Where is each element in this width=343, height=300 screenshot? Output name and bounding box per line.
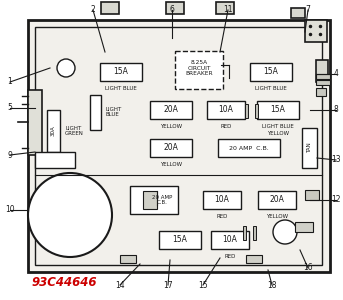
Circle shape [28, 173, 112, 257]
Text: LIGHT BLUE: LIGHT BLUE [262, 124, 294, 129]
Bar [305, 20, 327, 42]
Bar [257, 101, 299, 119]
Text: 10A: 10A [218, 106, 234, 115]
Text: 20A: 20A [164, 143, 178, 152]
Text: RED: RED [216, 214, 228, 219]
Bar [291, 8, 305, 18]
Circle shape [57, 59, 75, 77]
Bar [218, 139, 280, 157]
Text: YELLOW: YELLOW [267, 131, 289, 136]
Text: 20A: 20A [164, 106, 178, 115]
Bar [28, 20, 330, 272]
Text: RED: RED [224, 254, 236, 259]
Bar [207, 101, 245, 119]
Text: 16: 16 [303, 263, 313, 272]
Bar [130, 186, 178, 214]
Text: 2: 2 [91, 5, 95, 14]
Bar [90, 95, 101, 130]
Text: YELLOW: YELLOW [160, 162, 182, 167]
Bar [295, 222, 313, 232]
Bar [150, 101, 192, 119]
Text: 20 AMP
C.B.: 20 AMP C.B. [152, 195, 172, 206]
Bar [316, 74, 330, 79]
Text: TAN: TAN [307, 142, 312, 153]
Text: 9: 9 [8, 151, 12, 160]
Text: 18: 18 [267, 280, 277, 290]
Text: 8.25A
CIRCUIT
BREAKER: 8.25A CIRCUIT BREAKER [185, 60, 213, 76]
Text: 7: 7 [306, 5, 310, 14]
Bar [166, 2, 184, 14]
Bar [258, 191, 296, 209]
Text: 30A: 30A [51, 126, 56, 136]
Text: 13: 13 [331, 155, 341, 164]
Bar [100, 63, 142, 81]
Circle shape [273, 220, 297, 244]
Text: 6: 6 [169, 5, 175, 14]
Text: 10A: 10A [215, 196, 229, 205]
Bar [159, 231, 201, 249]
Bar [305, 190, 319, 200]
Bar [316, 60, 328, 82]
Text: 12: 12 [331, 196, 341, 205]
Bar [302, 128, 317, 168]
Text: 17: 17 [163, 280, 173, 290]
Text: 8: 8 [334, 106, 339, 115]
Bar [246, 255, 262, 263]
Bar [28, 90, 42, 155]
Bar [245, 104, 248, 118]
Text: 5: 5 [8, 103, 12, 112]
Text: LIGHT
GREEN: LIGHT GREEN [65, 126, 84, 136]
Bar [243, 226, 246, 240]
Text: 15A: 15A [173, 236, 187, 244]
Text: YELLOW: YELLOW [266, 214, 288, 219]
Text: 15A: 15A [114, 68, 128, 76]
Text: 15: 15 [198, 280, 208, 290]
Text: 4: 4 [333, 70, 339, 79]
Bar [175, 51, 223, 89]
Text: 20 AMP  C.B.: 20 AMP C.B. [229, 146, 269, 151]
Bar [35, 27, 322, 265]
Bar [47, 110, 60, 152]
Text: LIGHT
BLUE: LIGHT BLUE [105, 106, 121, 117]
Bar [35, 152, 75, 168]
Text: 10A: 10A [223, 236, 237, 244]
Bar [216, 2, 234, 14]
Bar [250, 63, 292, 81]
Bar [316, 88, 326, 96]
Text: LIGHT BLUE: LIGHT BLUE [255, 86, 287, 91]
Bar [255, 104, 258, 118]
Text: 15A: 15A [263, 68, 279, 76]
Bar [143, 191, 157, 209]
Text: 11: 11 [223, 5, 233, 14]
Text: 20A: 20A [270, 196, 284, 205]
Bar [150, 139, 192, 157]
Bar [316, 80, 330, 85]
Bar [203, 191, 241, 209]
Text: YELLOW: YELLOW [160, 124, 182, 129]
Text: 10: 10 [5, 206, 15, 214]
Text: RED: RED [220, 124, 232, 129]
Text: LIGHT BLUE: LIGHT BLUE [105, 86, 137, 91]
Text: 93C44646: 93C44646 [32, 275, 97, 289]
Text: 14: 14 [115, 280, 125, 290]
Bar [120, 255, 136, 263]
Bar [101, 2, 119, 14]
Text: 15A: 15A [271, 106, 285, 115]
Bar [253, 226, 256, 240]
Bar [211, 231, 249, 249]
Text: 1: 1 [8, 77, 12, 86]
